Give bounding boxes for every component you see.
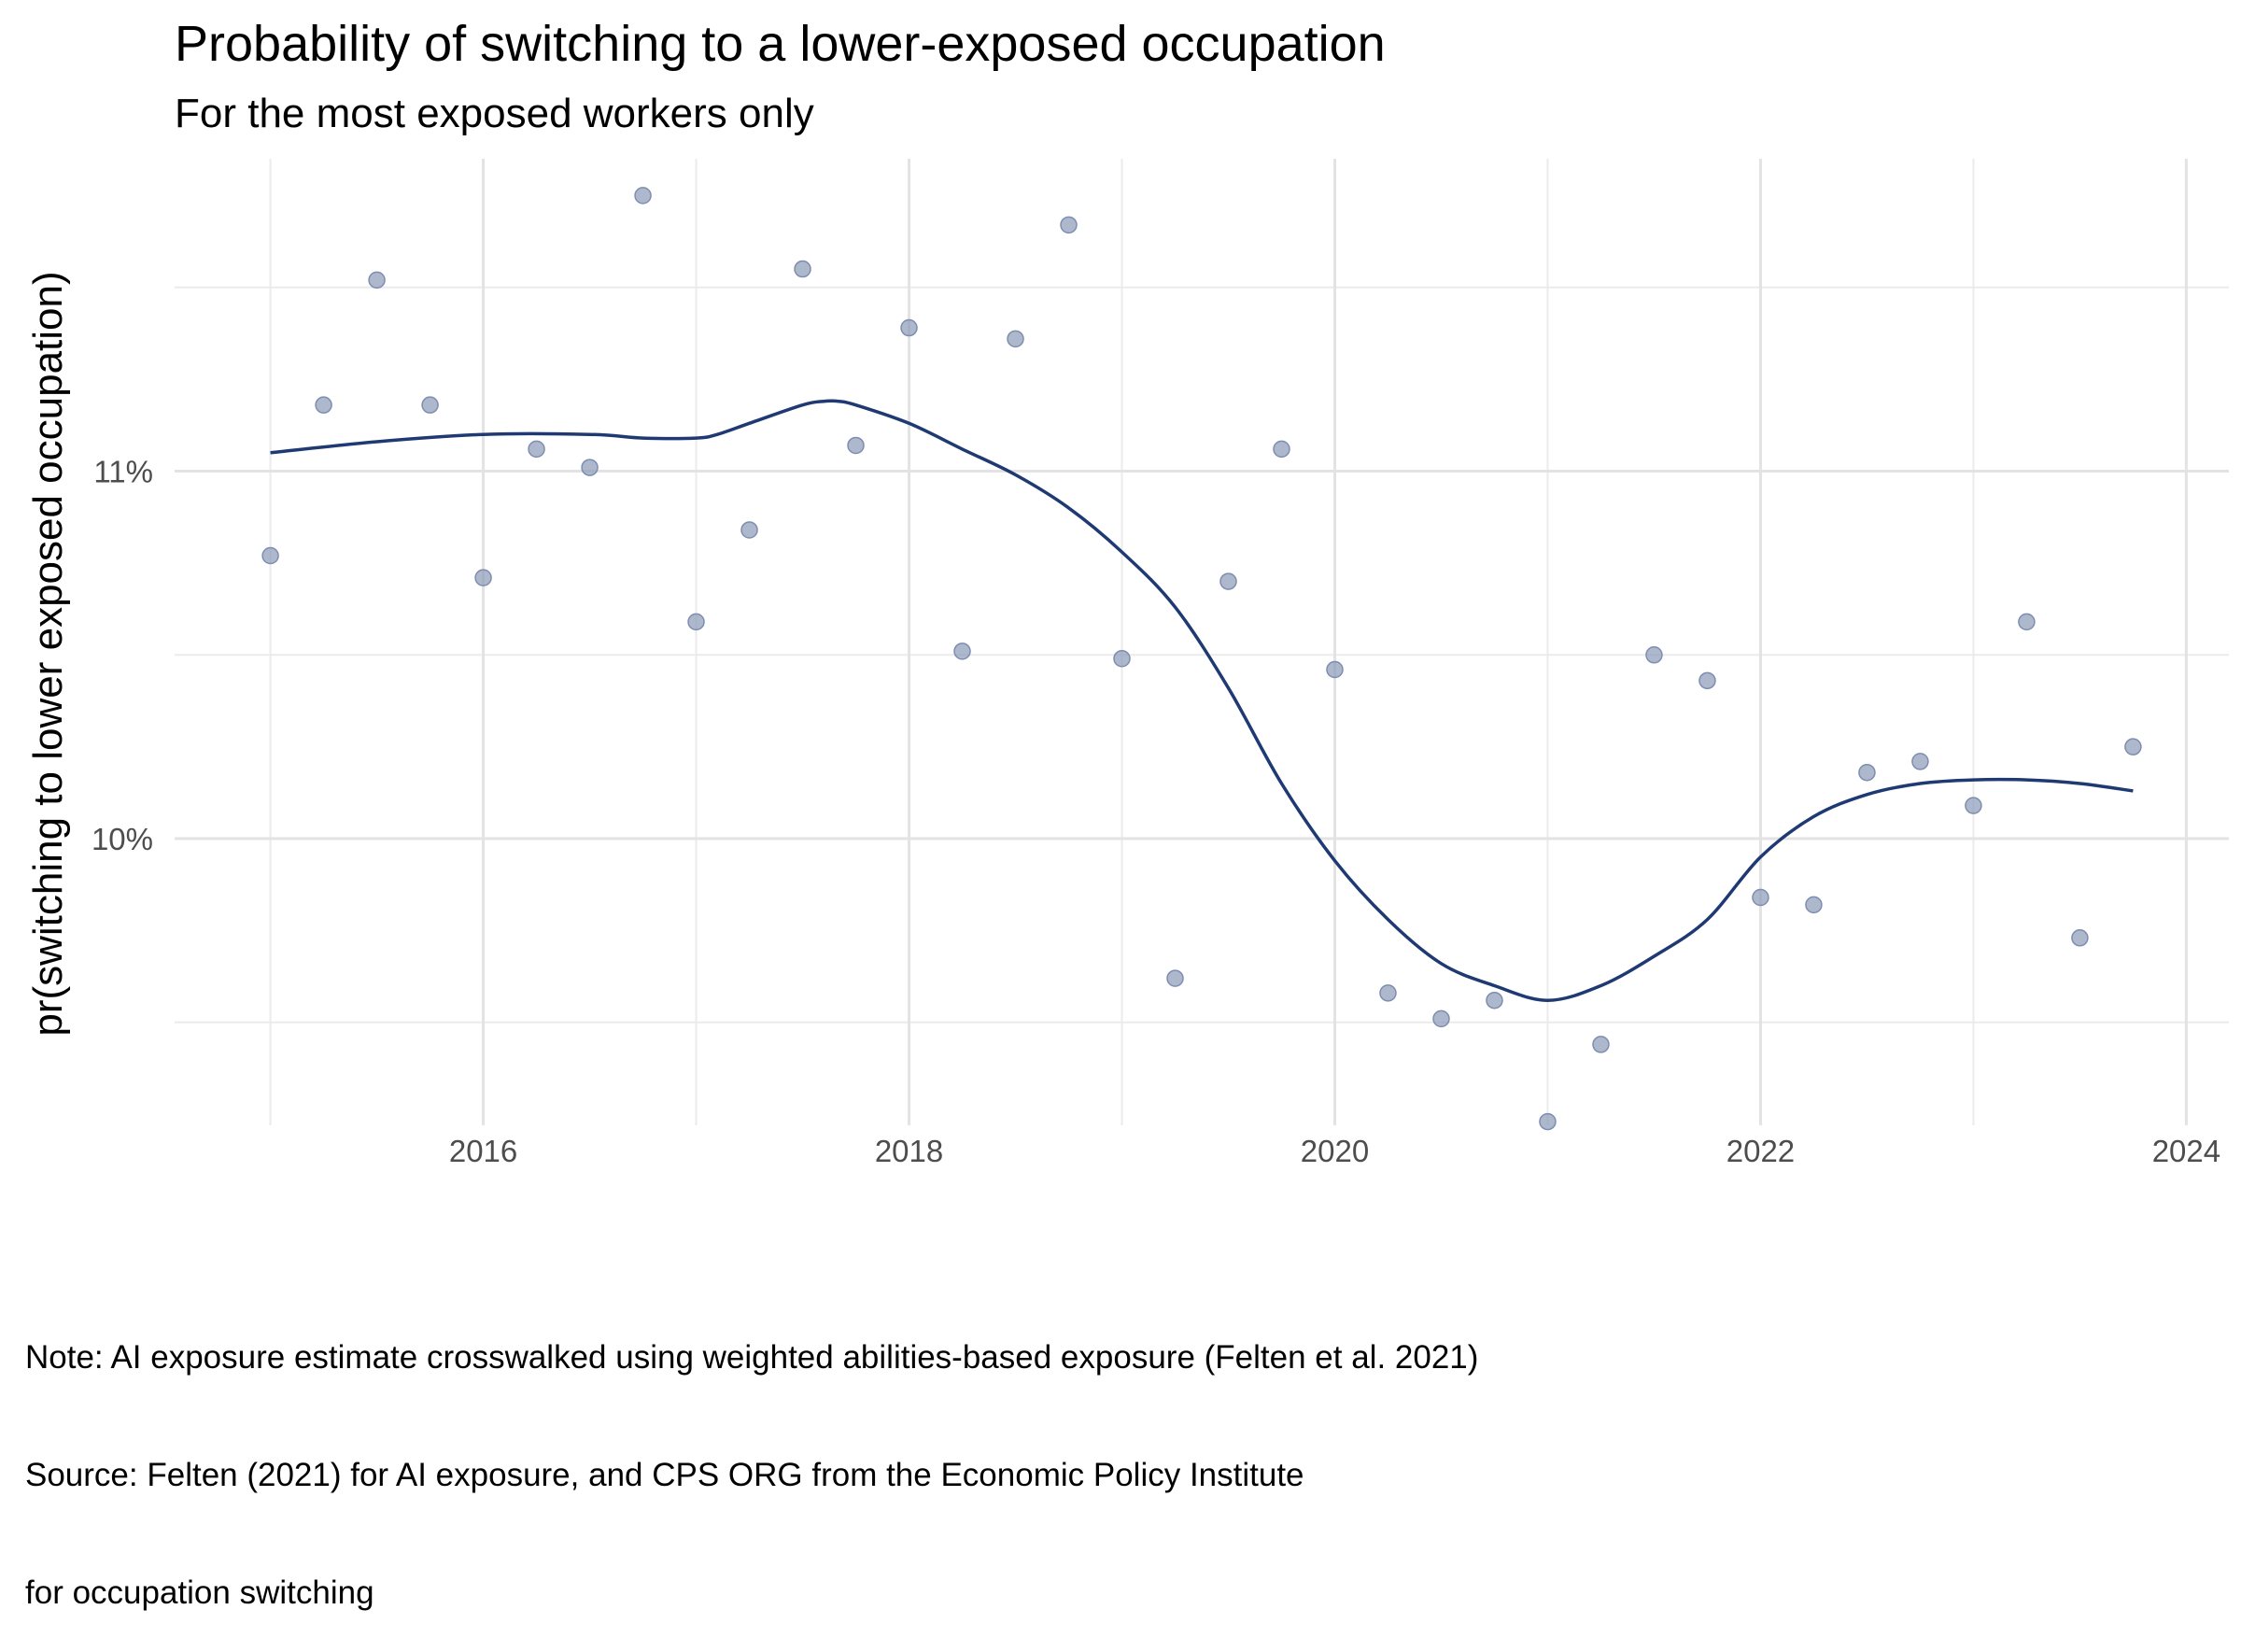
data-point <box>740 521 758 539</box>
data-point <box>1219 572 1237 590</box>
y-axis-tick-labels: 10% 11% <box>92 455 153 857</box>
data-point <box>2124 738 2142 755</box>
data-point <box>2018 613 2036 631</box>
note-line: for occupation switching <box>25 1574 374 1611</box>
data-point <box>528 440 545 459</box>
data-point <box>1060 216 1078 234</box>
data-point <box>1858 763 1876 782</box>
data-point <box>2071 929 2089 947</box>
data-point <box>1592 1036 1610 1053</box>
data-point <box>1645 646 1663 664</box>
data-point <box>1326 660 1344 679</box>
note-line: Source: Felten (2021) for AI exposure, a… <box>25 1457 1304 1493</box>
major-gridlines <box>175 159 2229 1125</box>
minor-gridlines <box>175 159 2229 1125</box>
data-point <box>1273 440 1290 459</box>
data-point <box>581 459 599 476</box>
y-tick-label: 10% <box>92 822 153 856</box>
scatter-chart: 2016 2018 2020 2022 2024 10% 11% pr(switching… <box>25 159 2229 1168</box>
x-tick-label: 2022 <box>1727 1134 1795 1168</box>
data-points <box>261 187 2142 1131</box>
data-point <box>1805 896 1823 914</box>
chart-note: Note: AI exposure estimate crosswalked u… <box>25 1260 1478 1652</box>
data-point <box>794 260 811 278</box>
x-tick-label: 2018 <box>875 1134 943 1168</box>
data-point <box>1486 991 1503 1010</box>
data-point <box>1965 797 1982 814</box>
data-point <box>1379 984 1397 1002</box>
smooth-line <box>270 399 2134 1002</box>
data-point <box>687 613 705 631</box>
data-point <box>1911 753 1929 770</box>
data-point <box>1432 1010 1450 1028</box>
data-point <box>1007 330 1024 348</box>
data-point <box>1166 969 1184 987</box>
data-point <box>474 569 492 586</box>
data-point <box>421 396 439 414</box>
note-line: Note: AI exposure estimate crosswalked u… <box>25 1339 1479 1376</box>
y-tick-label: 11% <box>93 455 153 489</box>
data-point <box>1539 1112 1557 1131</box>
data-point <box>953 642 971 660</box>
chart-title: Probability of switching to a lower-expo… <box>175 16 1386 72</box>
x-tick-label: 2016 <box>449 1134 517 1168</box>
data-point <box>900 318 918 337</box>
x-tick-label: 2024 <box>2152 1134 2220 1168</box>
data-point <box>315 396 332 414</box>
data-point <box>1752 888 1769 907</box>
data-point <box>847 436 865 455</box>
data-point <box>1113 649 1131 668</box>
y-axis-title: pr(switching to lower exposed occupation… <box>25 271 71 1036</box>
data-point <box>261 546 279 565</box>
chart-subtitle: For the most exposed workers only <box>175 91 814 136</box>
smooth-trend-line <box>270 399 2134 1002</box>
x-axis-tick-labels: 2016 2018 2020 2022 2024 <box>449 1134 2220 1168</box>
x-tick-label: 2020 <box>1301 1134 1369 1168</box>
data-point <box>368 271 386 289</box>
data-point <box>634 187 652 205</box>
data-point <box>1698 671 1716 690</box>
